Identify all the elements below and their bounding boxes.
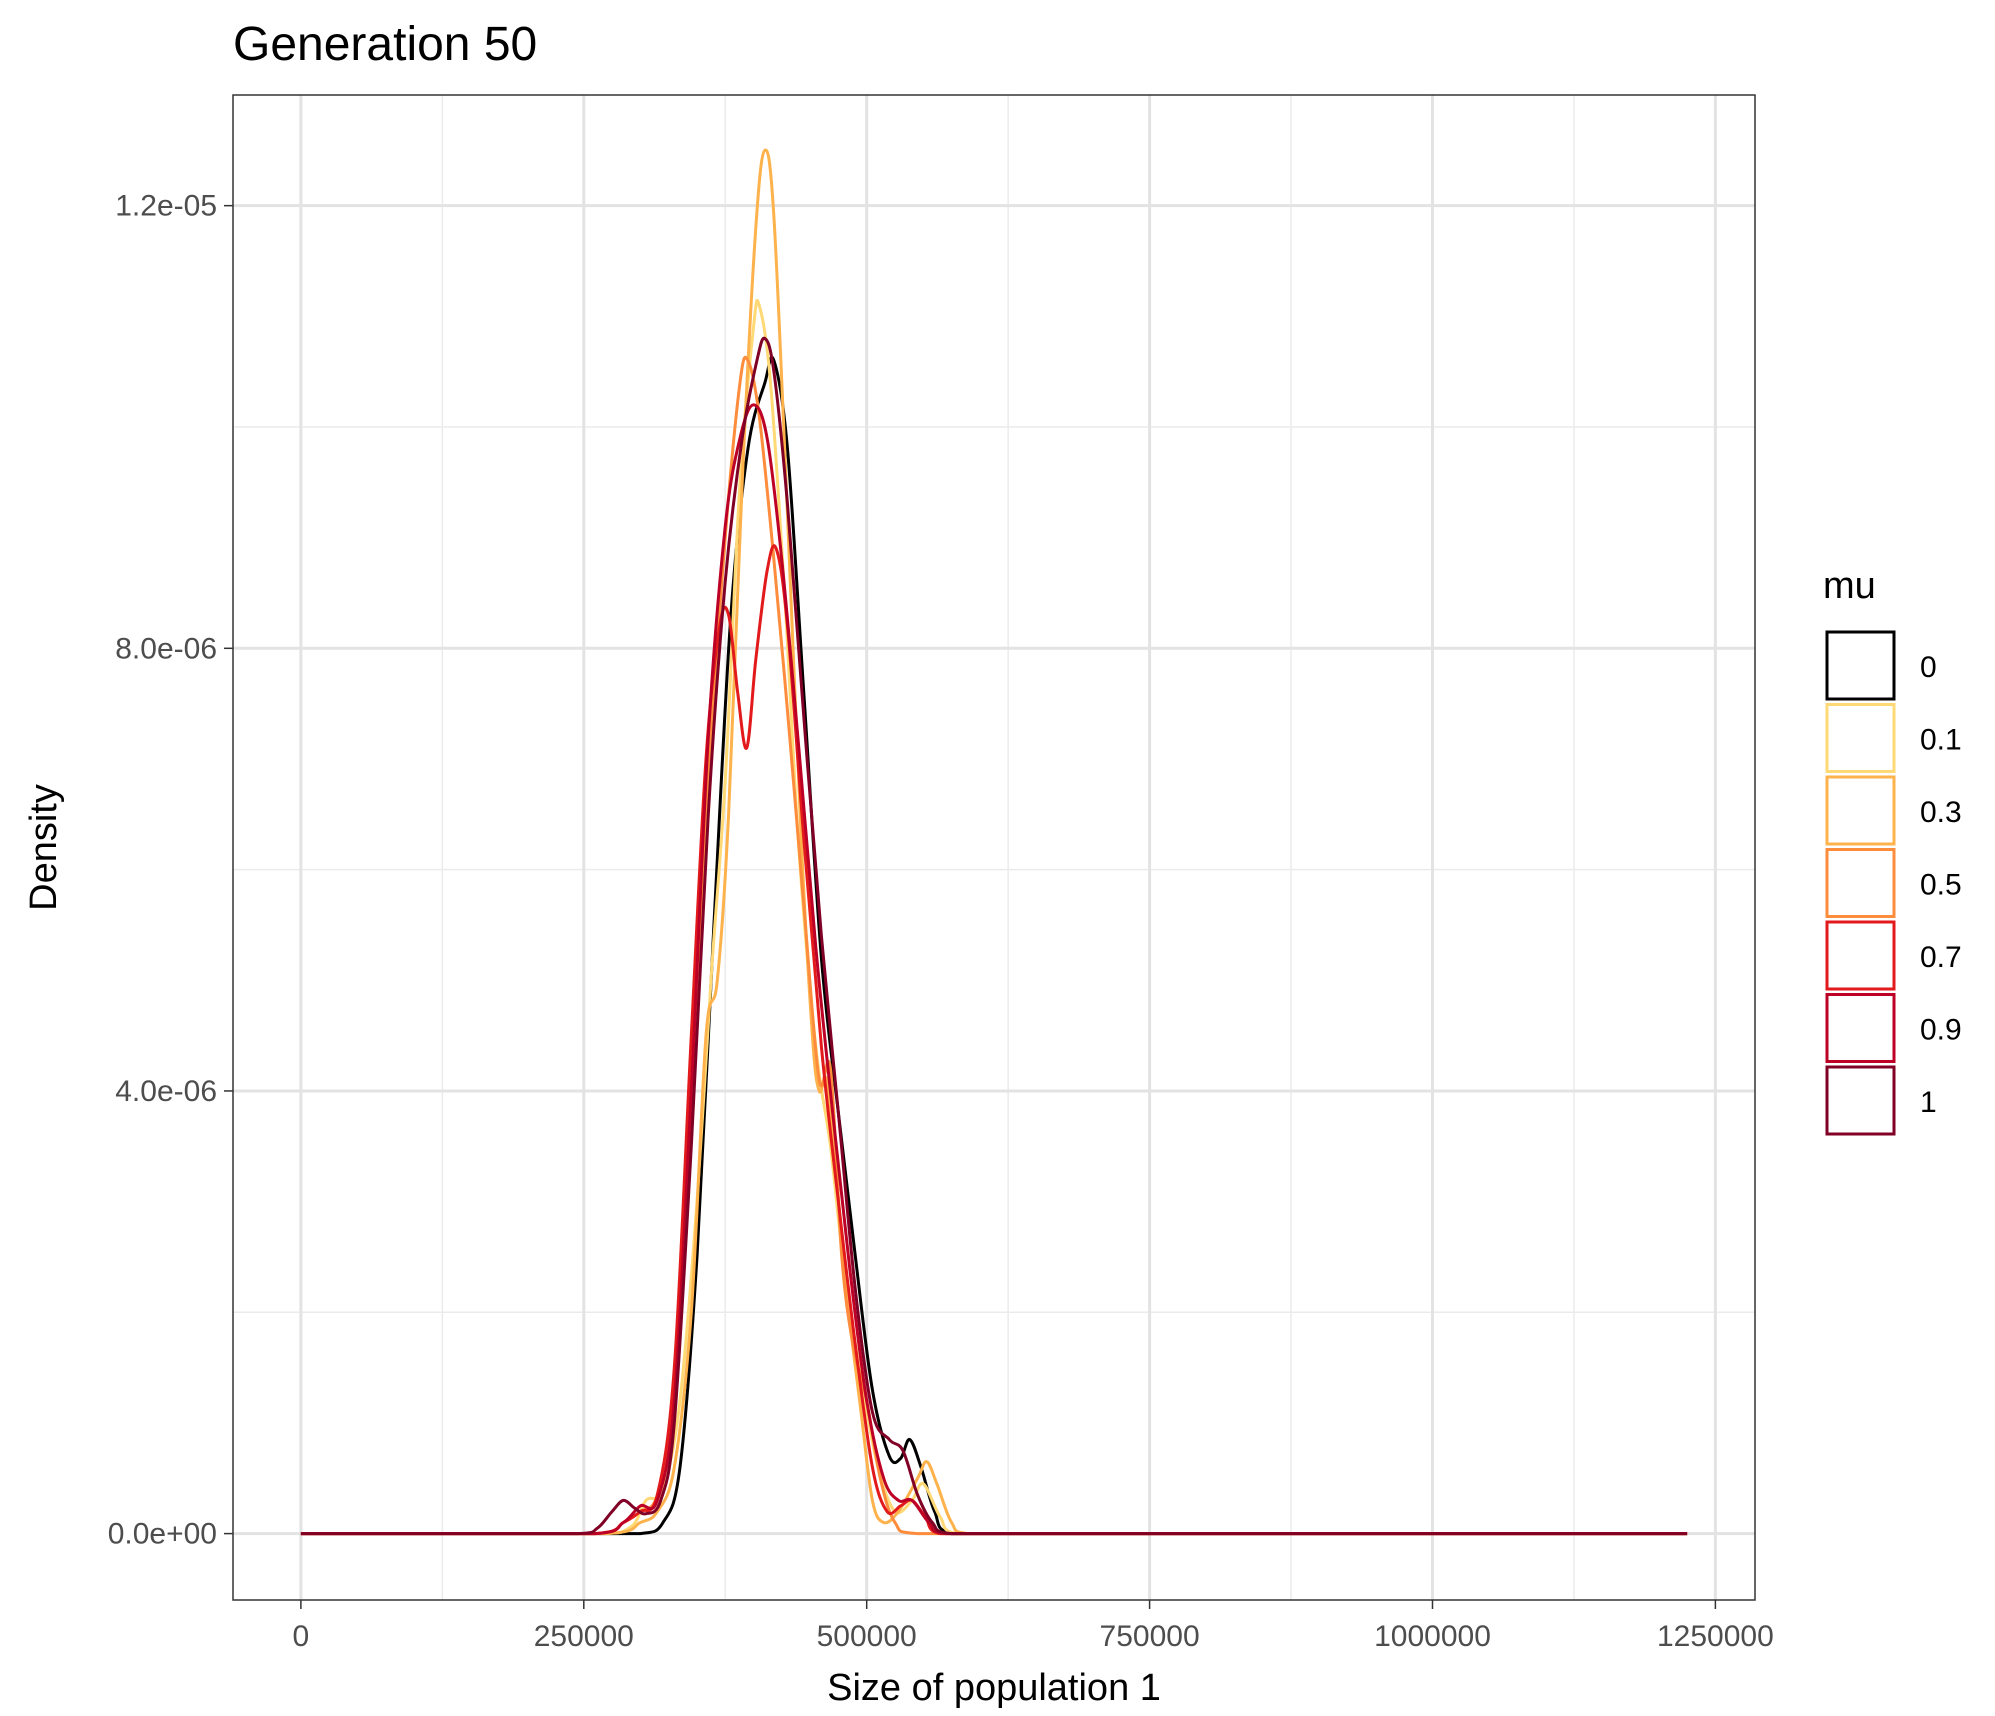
legend-label-1: 1: [1920, 1086, 1937, 1119]
y-tick-label: 4.0e-06: [115, 1075, 217, 1108]
series-line-mu-1: [300, 336, 1688, 1536]
series-line-mu-0.3: [300, 148, 1688, 1536]
legend-label-0.1: 0.1: [1920, 724, 1962, 757]
x-axis: 0 250000 500000 750000 1000000 1250000: [293, 1600, 1774, 1653]
panel-background: [233, 95, 1755, 1600]
x-tick-label: 500000: [817, 1620, 917, 1653]
legend-items: 0 0.1 0.3 0.5 0.7 0.9 1: [1825, 630, 1962, 1136]
legend-label-0.3: 0.3: [1920, 796, 1962, 829]
y-axis: 0.0e+00 4.0e-06 8.0e-06 1.2e-05: [108, 190, 233, 1551]
legend-item-mu-0.7: 0.7: [1825, 920, 1962, 991]
y-tick-label: 1.2e-05: [115, 190, 217, 223]
y-tick-label: 8.0e-06: [115, 632, 217, 665]
series-line-mu-0.7: [300, 544, 1688, 1536]
x-tick-label: 250000: [534, 1620, 634, 1653]
legend-title: mu: [1823, 565, 1876, 607]
x-tick-label: 1250000: [1657, 1620, 1774, 1653]
legend-item-mu-0: 0: [1825, 630, 1937, 701]
y-tick-label: 0.0e+00: [108, 1518, 217, 1551]
legend-key-1: [1825, 1065, 1896, 1136]
legend-key-0.9: [1825, 993, 1896, 1063]
minor-gridlines: [233, 95, 1755, 1600]
legend-key-0.7: [1825, 920, 1896, 991]
chart-title: Generation 50: [233, 18, 537, 71]
y-axis-title: Density: [23, 784, 65, 911]
x-tick-label: 0: [293, 1620, 310, 1653]
legend-label-0.9: 0.9: [1920, 1014, 1962, 1047]
legend-item-mu-1: 1: [1825, 1065, 1937, 1136]
legend-label-0.5: 0.5: [1920, 869, 1962, 902]
legend-label-0: 0: [1920, 651, 1937, 684]
legend: mu 0 0.1 0.3 0.5 0.7 0.9 1: [1823, 565, 1962, 1136]
legend-item-mu-0.5: 0.5: [1825, 848, 1962, 918]
series-line-mu-0.9: [300, 403, 1688, 1536]
series-line-mu-0: [300, 355, 1688, 1536]
x-tick-label: 750000: [1100, 1620, 1200, 1653]
legend-key-0.1: [1825, 703, 1896, 773]
panel-border: [232, 94, 1756, 1601]
x-axis-title: Size of population 1: [827, 1667, 1161, 1709]
legend-key-0: [1825, 630, 1896, 701]
legend-item-mu-0.3: 0.3: [1825, 775, 1962, 846]
legend-label-0.7: 0.7: [1920, 941, 1962, 974]
plot-panel: [232, 94, 1756, 1601]
series-lines: [300, 148, 1688, 1536]
legend-item-mu-0.1: 0.1: [1825, 703, 1962, 773]
legend-key-0.5: [1825, 848, 1896, 918]
x-tick-label: 1000000: [1374, 1620, 1491, 1653]
legend-item-mu-0.9: 0.9: [1825, 993, 1962, 1063]
legend-key-0.3: [1825, 775, 1896, 846]
